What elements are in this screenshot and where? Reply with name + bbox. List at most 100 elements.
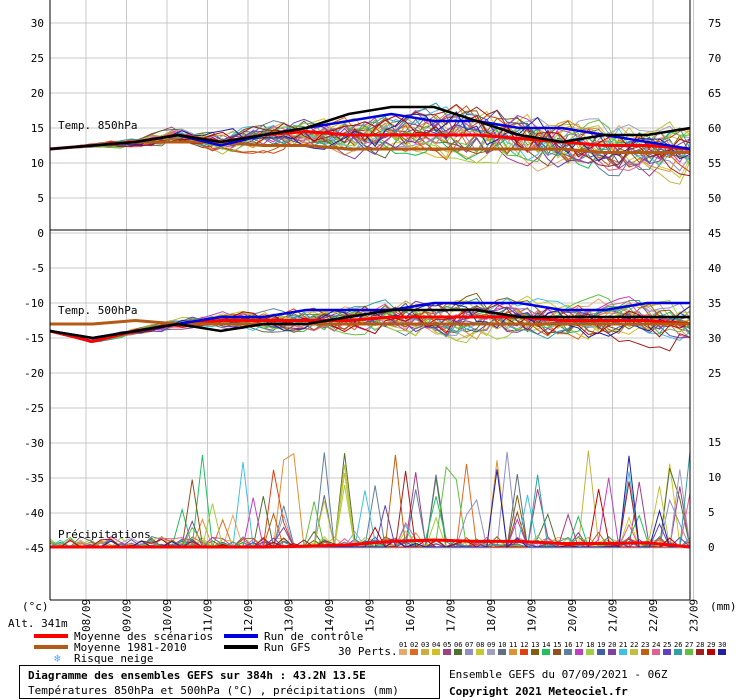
pert-number: 01 — [399, 641, 408, 649]
pert-swatch — [663, 649, 671, 655]
pert-number: 23 — [641, 641, 650, 649]
right-precip-tick-label: 0 — [708, 541, 715, 554]
left-tick-label: -40 — [24, 507, 44, 520]
left-tick-label: 15 — [31, 122, 44, 135]
right-tick-label: 25 — [708, 367, 721, 380]
axis-ticks: 302520151050-5-10-15-20-25-30-35-40-4575… — [24, 17, 721, 632]
right-precip-tick-label: 10 — [708, 471, 721, 484]
pert-swatch — [575, 649, 583, 655]
footer-subtitle: Températures 850hPa et 500hPa (°C) , pré… — [28, 684, 399, 697]
legend-swatch-gfs — [224, 645, 258, 649]
right-tick-label: 50 — [708, 192, 721, 205]
pert-number: 19 — [597, 641, 606, 649]
pert-number: 02 — [410, 641, 419, 649]
pert-number: 14 — [542, 641, 551, 649]
x-tick-label: 11/09 — [202, 599, 215, 632]
pert-number: 17 — [575, 641, 584, 649]
snowflake-icon: ❄ — [54, 652, 61, 665]
pert-swatch — [608, 649, 616, 655]
x-tick-label: 08/09 — [80, 599, 93, 632]
x-tick-label: 13/09 — [283, 599, 296, 632]
pert-number: 10 — [498, 641, 507, 649]
pert-swatch — [652, 649, 660, 655]
pert-number: 25 — [663, 641, 672, 649]
pert-number: 03 — [421, 641, 430, 649]
legend-control: Run de contrôle — [264, 630, 364, 643]
pert-swatch — [707, 649, 715, 655]
main-series — [49, 105, 691, 549]
pert-number: 05 — [443, 641, 452, 649]
pert-number: 24 — [652, 641, 661, 649]
x-tick-label: 14/09 — [323, 599, 336, 632]
right-tick-label: 75 — [708, 17, 721, 30]
pert-swatch — [696, 649, 704, 655]
left-tick-label: 5 — [37, 192, 44, 205]
series-t500-line — [49, 308, 690, 340]
left-tick-label: -20 — [24, 367, 44, 380]
pert-number: 04 — [432, 641, 441, 649]
pert-number: 08 — [476, 641, 485, 649]
legend-snow: Risque neige — [74, 652, 154, 665]
pert-swatch — [630, 649, 638, 655]
pert-swatch — [476, 649, 484, 655]
pert-swatch — [498, 649, 506, 655]
left-unit: (°c) — [22, 600, 49, 613]
left-tick-label: -15 — [24, 332, 44, 345]
pert-number: 18 — [586, 641, 595, 649]
pert-swatch — [520, 649, 528, 655]
right-unit: (mm) — [710, 600, 737, 613]
footer-copyright: Copyright 2021 Meteociel.fr — [449, 685, 628, 698]
right-tick-label: 30 — [708, 332, 721, 345]
pert-number: 21 — [619, 641, 628, 649]
pert-swatch — [443, 649, 451, 655]
legend-swatch-control — [224, 634, 258, 638]
pert-number: 26 — [674, 641, 683, 649]
series-t850-line — [49, 105, 691, 151]
left-tick-label: -5 — [31, 262, 44, 275]
legend-swatch-climate — [34, 645, 68, 649]
pert-number: 09 — [487, 641, 496, 649]
x-tick-label: 23/09 — [688, 599, 701, 632]
x-tick-label: 21/09 — [607, 599, 620, 632]
pert-swatch — [685, 649, 693, 655]
series-precip-line — [50, 538, 691, 549]
pert-number: 29 — [707, 641, 716, 649]
pert-swatch — [509, 649, 517, 655]
pert-line-500 — [49, 306, 691, 342]
pert-number: 07 — [465, 641, 474, 649]
pert-number: 16 — [564, 641, 573, 649]
x-tick-label: 20/09 — [566, 599, 579, 632]
pert-swatch — [421, 649, 429, 655]
left-tick-label: -10 — [24, 297, 44, 310]
pert-swatch — [531, 649, 539, 655]
left-tick-label: 25 — [31, 52, 44, 65]
footer-box: Diagramme des ensembles GEFS sur 384h : … — [19, 665, 440, 699]
pert-swatch — [542, 649, 550, 655]
right-tick-label: 65 — [708, 87, 721, 100]
pert-line-850 — [49, 116, 691, 164]
pert-swatch — [454, 649, 462, 655]
right-tick-label: 35 — [708, 297, 721, 310]
left-tick-label: -35 — [24, 472, 44, 485]
pert-swatch — [465, 649, 473, 655]
pert-swatch — [586, 649, 594, 655]
pert-swatch — [399, 649, 407, 655]
x-tick-label: 12/09 — [242, 599, 255, 632]
pert-line-850 — [49, 109, 691, 165]
right-precip-tick-label: 15 — [708, 436, 721, 449]
pert-number: 22 — [630, 641, 639, 649]
pert-number: 11 — [509, 641, 518, 649]
right-tick-label: 60 — [708, 122, 721, 135]
right-precip-tick-label: 5 — [708, 506, 715, 519]
pert-number: 15 — [553, 641, 562, 649]
pert-swatch — [619, 649, 627, 655]
altitude: Alt. 341m — [8, 617, 68, 630]
pert-swatch — [597, 649, 605, 655]
panel-label-850: Temp. 850hPa — [58, 119, 137, 132]
x-tick-label: 17/09 — [445, 599, 458, 632]
x-tick-label: 16/09 — [404, 599, 417, 632]
right-tick-label: 55 — [708, 157, 721, 170]
pert-swatch — [674, 649, 682, 655]
panel-label-500: Temp. 500hPa — [58, 304, 137, 317]
